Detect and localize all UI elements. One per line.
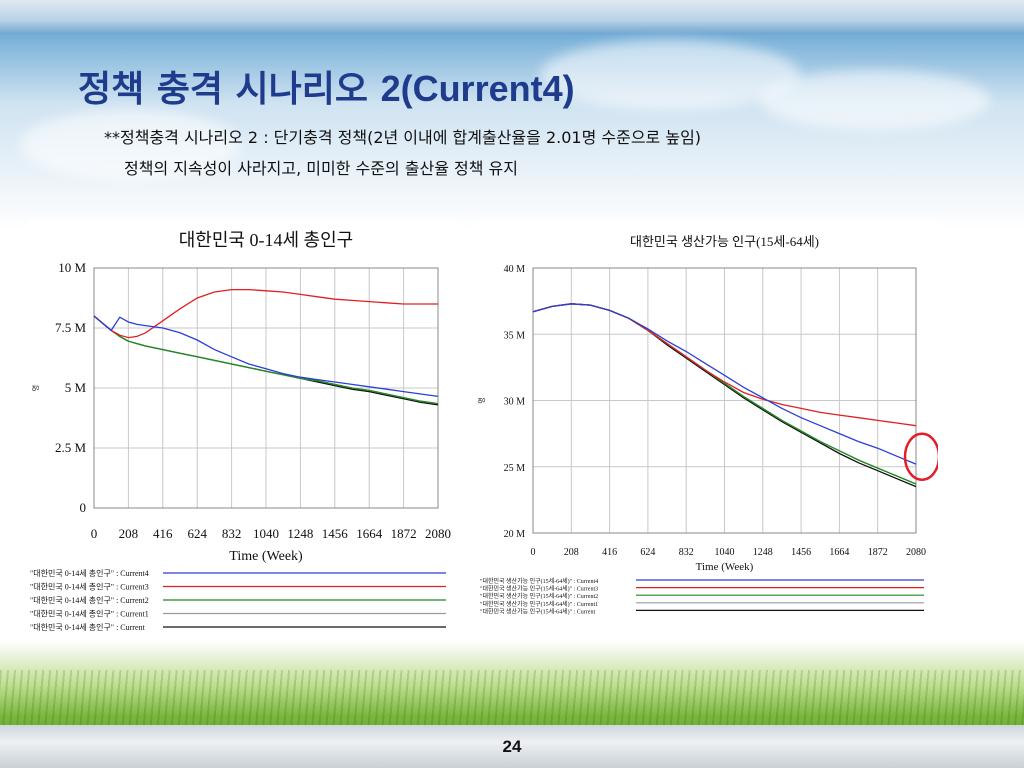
footer-bar [0,725,1024,768]
cloud-decoration [760,70,990,130]
chart-working-age: 대한민국 생산가능 인구(15세-64세) 0 208 416 624 832 1040 12… [477,234,941,615]
x-axis-label: Time (Week) [229,549,303,564]
chart-title: 대한민국 생산가능 인구(15세-64세) [630,234,819,249]
chart-age-0-14: 대한민국 0-14세 총인구 0 208 416 624 832 1040 1248 1456 1… [30,230,451,632]
chart-title: 대한민국 0-14세 총인구 [179,230,353,250]
x-tick-label: 832 [679,547,694,558]
y-tick-label: 40 M [504,264,526,275]
y-tick-label: 7.5 M [55,320,87,335]
x-tick-label: 0 [91,526,98,541]
x-tick-label: 1040 [715,547,735,558]
legend-label: "대한민국 생산가능 인구(15세-64세)" : Current1 [480,600,598,608]
y-tick-label: 5 M [65,380,87,395]
x-tick-label: 832 [222,526,242,541]
x-tick-label: 0 [531,547,536,558]
x-tick-label: 1872 [391,526,417,541]
legend-label: "대한민국 생산가능 인구(15세-64세)" : Current [480,607,595,615]
x-tick-label: 1040 [253,526,279,541]
y-tick-label: 30 M [504,397,526,408]
subtitle-line-1: **정책충격 시나리오 2 : 단기충격 정책(2년 이내에 합계출산율을 2.… [104,128,702,147]
legend-label: "대한민국 0-14세 총인구" : Current2 [30,595,149,605]
x-tick-label: 1456 [322,526,349,541]
series-line [93,315,439,398]
chart-panel-working-age: 대한민국 생산가능 인구(15세-64세) 0 208 416 624 832 1040 12… [477,220,941,630]
x-tick-label: 1248 [287,526,313,541]
legend-label: "대한민국 0-14세 총인구" : Current [30,622,146,632]
x-tick-label: 1872 [868,547,888,558]
cloud-decoration [20,110,240,180]
x-tick-label: 1248 [753,547,773,558]
cloud-decoration [540,40,800,110]
y-tick-label: 10 M [58,260,86,275]
page-number: 24 [502,737,522,756]
x-tick-label: 1456 [791,547,811,558]
y-tick-label: 25 M [504,463,526,474]
y-tick-label: 2.5 M [55,440,87,455]
slide-title-latin: 2(Current4) [380,68,575,109]
x-tick-label: 416 [153,526,173,541]
subtitle-line-2: 정책의 지속성이 사라지고, 미미한 수준의 출산율 정책 유지 [124,159,518,178]
plot-frame [532,267,917,534]
legend-label: "대한민국 생산가능 인구(15세-64세)" : Current2 [480,592,598,600]
slide-title: 정책 충격 시나리오 2(Current4) [78,60,575,112]
legend-label: "대한민국 생산가능 인구(15세-64세)" : Current3 [480,585,598,593]
x-tick-label: 208 [564,547,579,558]
x-tick-label: 2080 [906,547,926,558]
y-tick-label: 20 M [504,529,526,540]
x-tick-label: 1664 [356,526,383,541]
x-tick-label: 2080 [425,526,451,541]
slide-title-korean: 정책 충격 시나리오 [78,69,381,110]
y-axis-label: 명 [31,385,40,391]
series-line [93,315,439,405]
x-tick-label: 1664 [829,547,849,558]
x-tick-label: 624 [187,526,207,541]
series-line [532,303,917,465]
sky-top-band [0,0,1024,34]
y-tick-label: 0 [80,500,87,515]
chart-panel-age-0-14: 대한민국 0-14세 총인구 0 208 416 624 832 1040 1248 1456 1… [28,220,458,640]
y-axis-label: 명 [478,397,486,403]
x-axis-label: Time (Week) [696,561,754,573]
legend-label: "대한민국 0-14세 총인구" : Current4 [30,568,149,578]
plot-frame [93,267,439,509]
legend-label: "대한민국 생산가능 인구(15세-64세)" : Current4 [480,577,598,585]
x-tick-label: 624 [640,547,655,558]
legend-label: "대한민국 0-14세 총인구" : Current1 [30,609,149,619]
y-tick-label: 35 M [504,330,526,341]
x-tick-label: 208 [119,526,138,541]
highlight-circle [903,432,941,481]
legend-label: "대한민국 0-14세 총인구" : Current3 [30,582,149,592]
x-tick-label: 416 [602,547,617,558]
series-line [93,288,438,339]
